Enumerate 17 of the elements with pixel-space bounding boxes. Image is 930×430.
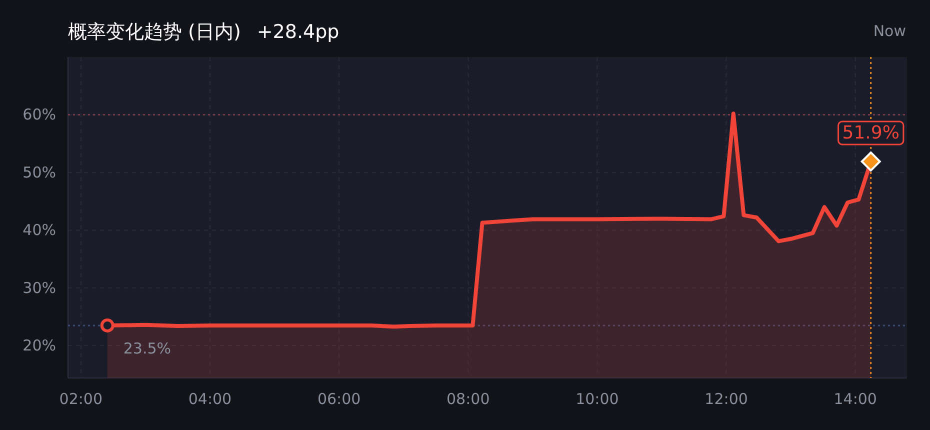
x-tick-label: 02:00 (59, 390, 103, 408)
y-tick-label: 60% (22, 106, 56, 124)
x-tick-label: 12:00 (704, 390, 748, 408)
y-tick-label: 40% (22, 221, 56, 240)
annotation: 51.9% (842, 122, 900, 144)
y-tick-label: 50% (22, 163, 56, 182)
text: Now (873, 22, 906, 40)
chart-subtitle: +28.4pp (256, 21, 340, 43)
x-tick-label: 08:00 (446, 390, 490, 408)
annotation: 23.5% (123, 339, 172, 358)
x-tick-label: 04:00 (188, 390, 232, 408)
y-tick-label: 30% (22, 278, 56, 297)
x-tick-label: 14:00 (834, 390, 877, 408)
x-tick-label: 06:00 (317, 390, 361, 408)
y-tick-label: 20% (22, 336, 56, 355)
chart-title: 概率变化趋势 (日内) (68, 21, 241, 43)
x-tick-label: 10:00 (576, 390, 619, 408)
